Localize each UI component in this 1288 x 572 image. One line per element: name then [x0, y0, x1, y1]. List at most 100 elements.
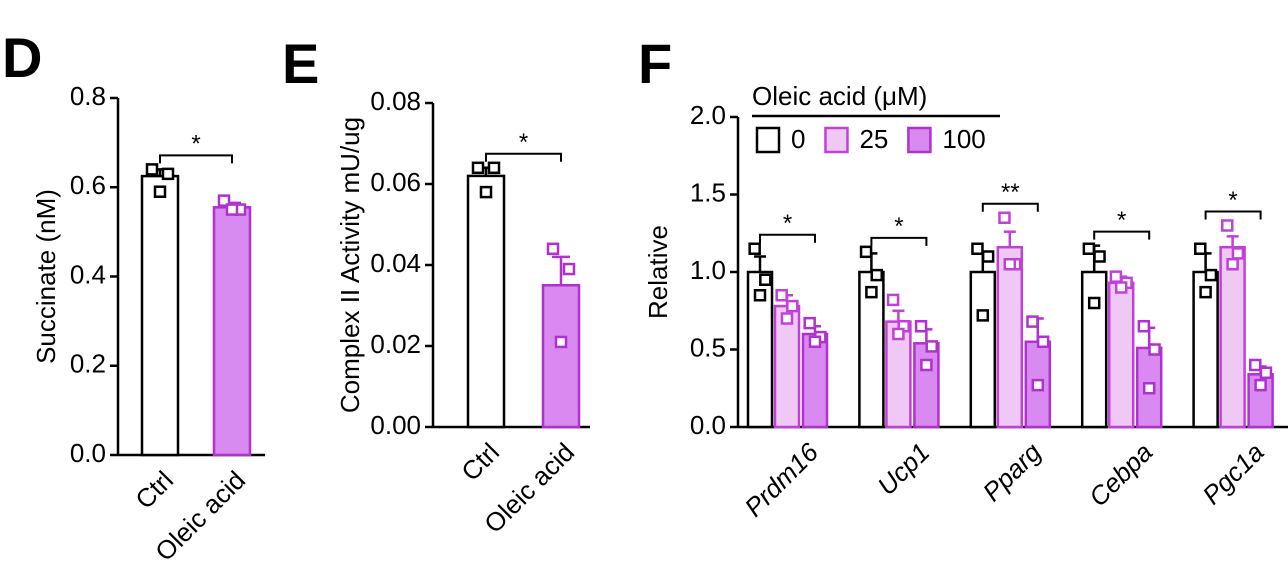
panel-letter: D [2, 26, 42, 89]
data-point [886, 293, 900, 307]
data-point [487, 161, 501, 175]
data-point [1114, 281, 1128, 294]
significance-label: * [894, 213, 903, 240]
significance-bracket [1204, 210, 1262, 220]
bar [913, 342, 940, 429]
data-point [925, 340, 938, 353]
data-point [892, 327, 905, 341]
data-point [775, 289, 788, 302]
data-point [1036, 335, 1050, 348]
y-tick-label: 0.08 [370, 86, 421, 116]
significance-label: ** [1001, 179, 1020, 206]
x-tick-label: Ucp1 [871, 437, 935, 501]
data-point [1199, 285, 1212, 299]
data-point [808, 335, 822, 348]
data-point [759, 273, 772, 286]
y-tick-label: 0.00 [370, 410, 421, 440]
data-point [971, 242, 984, 255]
data-point [546, 242, 560, 256]
data-point [562, 262, 576, 276]
data-point [554, 335, 568, 349]
bar [466, 174, 506, 429]
x-tick-label: Ctrl [455, 437, 505, 487]
panel-letter: E [282, 32, 319, 95]
data-point [753, 289, 767, 302]
bar [1135, 346, 1163, 429]
data-point [1082, 242, 1096, 255]
bar [969, 270, 997, 429]
y-tick-label: 0.0 [690, 410, 726, 440]
legend-swatch [755, 126, 781, 154]
y-tick-label: 2.0 [690, 100, 726, 130]
significance-label: * [783, 210, 792, 237]
significance-bracket [981, 202, 1039, 212]
bar [996, 245, 1024, 429]
y-tick-label: 0.06 [370, 167, 421, 197]
y-axis-title: Succinate (nM) [31, 189, 61, 364]
x-tick-label: Prdm16 [739, 437, 825, 523]
bar [746, 270, 774, 429]
data-point [1259, 366, 1273, 379]
x-tick-label: Ctrl [129, 465, 179, 515]
y-tick-label: 0.4 [70, 259, 106, 289]
bar [1219, 245, 1246, 429]
data-point [1254, 378, 1267, 392]
data-point [1148, 343, 1161, 356]
data-point [1087, 296, 1101, 310]
y-tick-label: 0.2 [70, 349, 106, 379]
y-tick-label: 0.02 [370, 329, 421, 359]
x-tick-label: Pgc1a [1196, 437, 1269, 510]
data-point [914, 320, 928, 333]
significance-bracket [870, 236, 928, 246]
data-point [1137, 320, 1151, 333]
data-point [976, 309, 990, 322]
significance-bracket [1093, 230, 1151, 240]
data-point [1204, 268, 1218, 282]
bar [1107, 281, 1135, 429]
data-point [1142, 382, 1156, 395]
legend-swatch [907, 126, 932, 154]
bar [541, 284, 581, 429]
data-point [859, 245, 873, 259]
y-tick-label: 0.8 [70, 81, 106, 111]
y-tick-label: 0.04 [370, 248, 421, 278]
data-point [145, 163, 159, 176]
data-point [780, 312, 794, 325]
data-point [1093, 250, 1106, 263]
legend-title: Oleic acid (μM) [752, 81, 927, 111]
data-point [1109, 270, 1123, 283]
x-tick-label: Pparg [977, 437, 1048, 508]
bar [140, 174, 180, 457]
bar [1080, 270, 1108, 429]
significance-bracket [759, 233, 816, 243]
significance-bracket [159, 154, 233, 164]
bar [212, 206, 252, 457]
y-tick-label: 0.6 [70, 170, 106, 200]
data-point [225, 203, 239, 216]
y-tick-label: 0.5 [690, 332, 726, 362]
data-point [1031, 378, 1045, 392]
data-point [1226, 258, 1239, 271]
y-axis-title: Relative [643, 225, 673, 319]
data-point [1231, 247, 1245, 260]
data-point [479, 185, 493, 199]
significance-label: * [519, 129, 528, 156]
data-point [998, 211, 1011, 224]
data-point [870, 268, 883, 282]
legend-label: 0 [791, 124, 805, 154]
data-point [153, 185, 167, 198]
data-point [786, 299, 799, 313]
significance-label: * [1117, 207, 1126, 234]
data-point [1249, 358, 1262, 372]
significance-bracket [485, 152, 562, 162]
y-tick-label: 1.0 [690, 255, 726, 285]
data-point [161, 167, 175, 181]
significance-label: * [191, 131, 200, 158]
data-point [1221, 219, 1234, 232]
data-point [471, 161, 485, 175]
data-point [217, 194, 231, 207]
x-tick-label: Cebpa [1083, 437, 1158, 512]
data-point [803, 316, 816, 330]
data-point [748, 242, 761, 255]
